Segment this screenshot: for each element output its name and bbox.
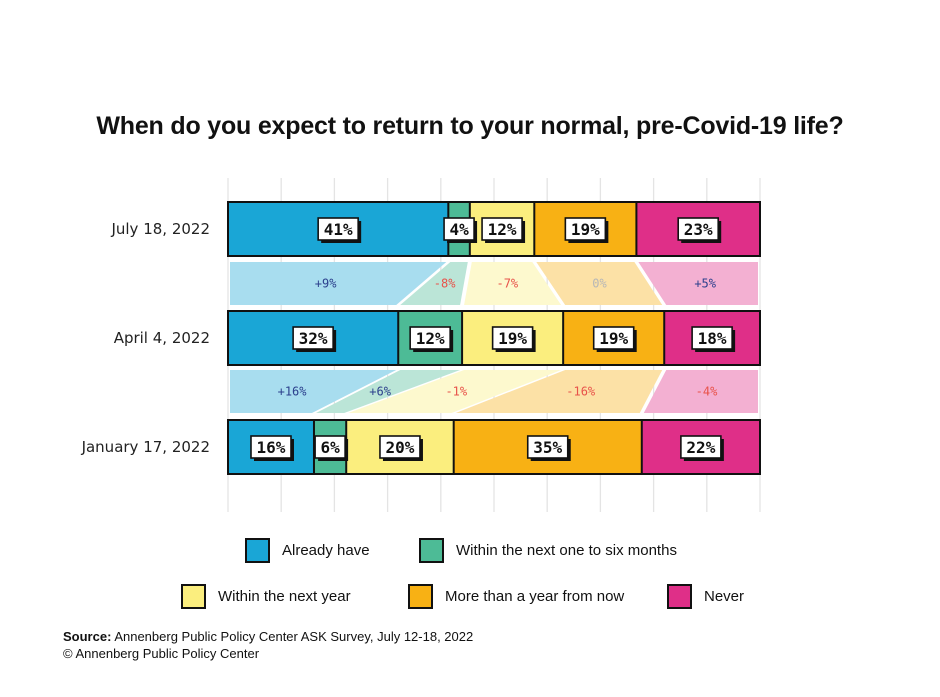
flow-band — [464, 262, 562, 305]
bar-outline — [227, 419, 761, 475]
data-label-box — [292, 326, 334, 350]
data-label-box — [250, 435, 292, 459]
change-label: -8% — [434, 277, 456, 291]
source-label: Source: — [63, 629, 112, 644]
legend-item-never: Never — [667, 584, 744, 609]
change-label: -16% — [566, 385, 596, 399]
data-label-box — [317, 217, 359, 241]
flow-band — [230, 262, 447, 305]
legend-swatch-already-have — [245, 538, 270, 563]
data-label-box — [564, 217, 607, 241]
data-label: 12% — [416, 329, 445, 348]
legend-item-more-than-year: More than a year from now — [408, 584, 624, 609]
flow-band — [638, 262, 758, 305]
change-label: -7% — [496, 277, 518, 291]
change-label: +5% — [694, 277, 716, 291]
change-label: -1% — [445, 385, 467, 399]
legend-label-already-have: Already have — [282, 542, 370, 559]
legend-swatch-never — [667, 584, 692, 609]
legend-label-next-year: Within the next year — [218, 588, 351, 605]
chart-title: When do you expect to return to your nor… — [96, 112, 844, 140]
legend-label-never: Never — [704, 588, 745, 605]
legend-item-already-have: Already have — [245, 538, 370, 563]
data-label: 4% — [449, 220, 469, 239]
legend-swatch-six-months — [419, 538, 444, 563]
legend-swatch-more-than-year — [408, 584, 433, 609]
legend-label-six-months: Within the next one to six months — [456, 542, 677, 559]
data-label: 19% — [498, 329, 527, 348]
change-label: +9% — [315, 277, 337, 291]
change-label: +16% — [278, 385, 308, 399]
data-label-box — [592, 326, 635, 350]
data-label-box — [314, 435, 346, 459]
data-label: 16% — [257, 438, 286, 457]
row-label: January 17, 2022 — [81, 438, 210, 456]
data-label-box — [526, 435, 569, 459]
source-text: Annenberg Public Policy Center ASK Surve… — [114, 629, 474, 644]
bar-outline — [227, 310, 761, 366]
data-label-box — [680, 435, 722, 459]
data-label: 6% — [320, 438, 340, 457]
data-label: 19% — [599, 329, 628, 348]
legend-swatch-next-year — [181, 584, 206, 609]
row-label: April 4, 2022 — [114, 329, 210, 347]
copyright-text: © Annenberg Public Policy Center — [63, 646, 260, 661]
data-label: 18% — [698, 329, 727, 348]
data-label: 41% — [324, 220, 353, 239]
legend-item-six-months: Within the next one to six months — [419, 538, 677, 563]
change-label: -4% — [696, 385, 718, 399]
flow-band — [455, 370, 663, 413]
data-label-box — [491, 326, 534, 350]
data-label: 22% — [686, 438, 715, 457]
row-label: July 18, 2022 — [110, 220, 210, 238]
data-label: 20% — [386, 438, 415, 457]
flow-band — [643, 370, 758, 413]
data-label-box — [481, 217, 523, 241]
data-label: 19% — [571, 220, 600, 239]
source-note: Source: Annenberg Public Policy Center A… — [63, 628, 473, 662]
data-label-box — [443, 217, 475, 241]
data-label: 35% — [533, 438, 562, 457]
flow-band — [230, 370, 397, 413]
change-label: 0% — [592, 277, 607, 291]
legend-item-next-year: Within the next year — [181, 584, 351, 609]
data-label: 12% — [488, 220, 517, 239]
data-label-box — [691, 326, 733, 350]
data-label: 32% — [299, 329, 328, 348]
bar-outline — [227, 201, 761, 257]
flow-band — [536, 262, 663, 305]
data-label-box — [677, 217, 720, 241]
data-label-box — [379, 435, 421, 459]
data-label: 23% — [684, 220, 713, 239]
data-label-box — [409, 326, 451, 350]
flow-band — [400, 262, 468, 305]
legend-label-more-than-year: More than a year from now — [445, 588, 625, 605]
change-label: +6% — [369, 385, 391, 399]
flow-band — [348, 370, 562, 413]
flow-band — [315, 370, 461, 413]
